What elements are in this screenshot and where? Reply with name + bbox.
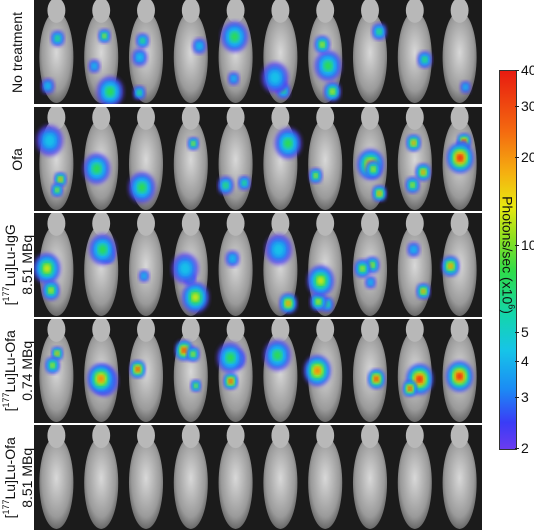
mouse [442, 425, 477, 529]
colorbar-tick [515, 70, 519, 71]
mouse [128, 213, 164, 316]
mouse [352, 107, 388, 210]
colorbar-tick-label: 20 [521, 149, 534, 166]
row-label-lu-ofa-low: [177Lu]Lu-Ofa 0.74 MBq [0, 319, 35, 423]
image-panel-ofa [34, 107, 482, 211]
row-label-text: [177Lu]Lu-IgG [1, 224, 18, 306]
mouse [173, 425, 208, 529]
colorbar-tick-label: 4 [521, 352, 529, 369]
mouse [397, 319, 434, 422]
mouse [218, 425, 253, 529]
colorbar-title: Photons/sec (x106) [499, 196, 517, 314]
colorbar-tick-label: 3 [521, 388, 529, 405]
mouse [397, 213, 432, 316]
mouse [442, 107, 477, 210]
image-panel-no-treatment [34, 0, 482, 104]
mouse [218, 0, 253, 103]
colorbar-tick-label: 30 [521, 98, 534, 115]
mouse [352, 213, 388, 316]
image-panel-lu-igg [34, 213, 482, 317]
mouse [39, 0, 74, 103]
colorbar-tick-label: 10 [521, 236, 534, 253]
mouse [34, 213, 74, 316]
row-label-dose: 8.51 MBq [18, 447, 35, 508]
mouse [263, 319, 298, 422]
row-label-text: Ofa [8, 147, 25, 171]
mouse [173, 319, 208, 422]
row-label-dose: 0.74 MBq [18, 341, 35, 401]
colorbar-tick [515, 396, 519, 398]
colorbar-tick [515, 448, 519, 449]
mouse [84, 213, 119, 316]
mouse [84, 319, 119, 422]
colorbar-tick-label: 40 [521, 62, 534, 78]
row-label-text: [177Lu]Lu-Ofa [1, 330, 18, 412]
colorbar-tick-label: 2 [521, 440, 529, 456]
mouse-image [39, 0, 477, 104]
mouse [173, 0, 208, 103]
mouse [442, 0, 477, 103]
mouse [128, 425, 164, 529]
mouse [397, 425, 432, 529]
mouse [352, 425, 388, 529]
mouse [397, 107, 432, 210]
row-label-text: [177Lu]Lu-Ofa [1, 436, 18, 519]
colorbar-tick [515, 244, 519, 246]
mouse [308, 0, 343, 103]
mouse [263, 425, 298, 529]
mouse [218, 213, 253, 316]
mouse [303, 319, 343, 422]
colorbar-tick [515, 157, 519, 159]
mouse [83, 107, 119, 210]
mouse [308, 107, 343, 210]
mouse [84, 425, 119, 529]
mouse [128, 319, 164, 422]
mouse [173, 107, 208, 210]
row-label-lu-ofa-high: [177Lu]Lu-Ofa 8.51 MBq [0, 425, 35, 530]
mouse [397, 0, 433, 103]
colorbar-tick [515, 332, 519, 334]
mouse [261, 0, 298, 103]
mouse-image [34, 213, 477, 316]
mouse [128, 107, 164, 210]
mouse [128, 0, 164, 103]
mouse [39, 425, 74, 529]
colorbar-tick-label: 5 [521, 324, 529, 341]
mouse-image [36, 107, 477, 210]
mouse-image [39, 319, 477, 422]
row-label-text: No treatment [8, 11, 25, 93]
mouse [263, 107, 302, 210]
mouse-image [39, 425, 477, 529]
mouse [441, 213, 477, 316]
mouse [217, 319, 253, 422]
colorbar-tick [515, 360, 519, 362]
image-panel-lu-ofa-high [34, 425, 482, 530]
mouse [307, 213, 343, 316]
mouse [352, 319, 388, 422]
row-label-dose: 8.51 MBq [18, 235, 35, 295]
mouse [36, 107, 74, 210]
mouse [308, 425, 343, 529]
mouse [217, 107, 253, 210]
mouse [442, 319, 477, 422]
image-panel-lu-ofa-low [34, 319, 482, 423]
colorbar-tick [515, 106, 519, 108]
mouse [352, 0, 388, 103]
row-label-no-treatment: No treatment [0, 0, 34, 104]
mouse [263, 213, 298, 316]
row-label-ofa: Ofa [0, 107, 34, 211]
row-label-lu-igg: [177Lu]Lu-IgG 8.51 MBq [0, 213, 35, 317]
colorbar [499, 70, 517, 450]
mouse [39, 319, 74, 422]
mouse [171, 213, 209, 316]
mouse [84, 0, 124, 104]
